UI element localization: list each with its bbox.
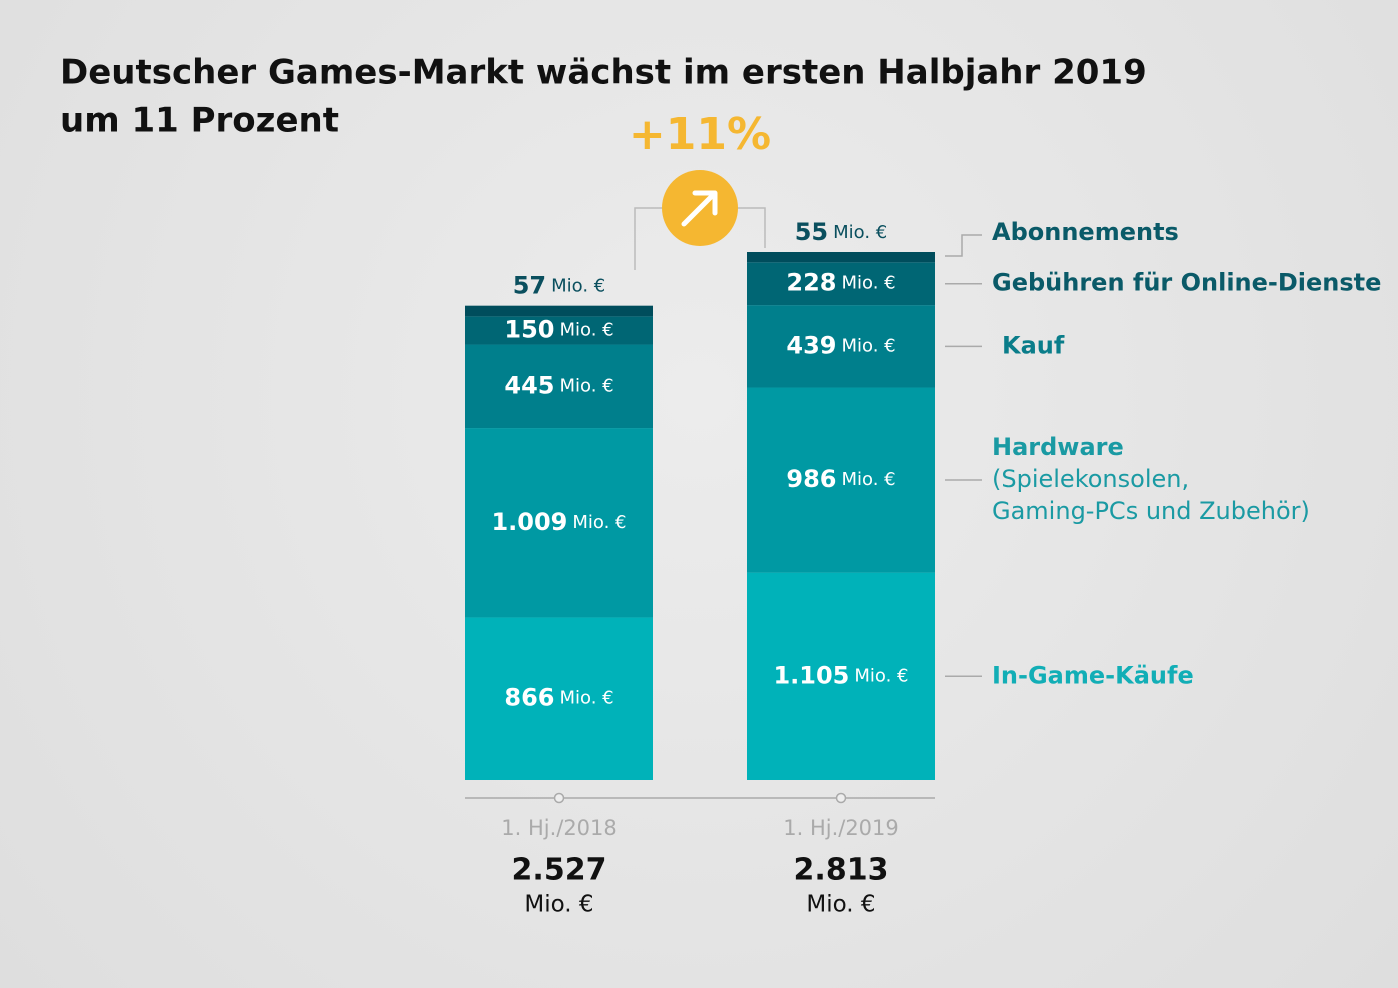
value-label: 150 Mio. € (504, 315, 613, 343)
value-unit: Mio. € (833, 222, 887, 243)
value-number: 445 (504, 371, 554, 399)
x-tick-label: 1. Hj./2018 (501, 816, 617, 840)
value-unit: Mio. € (841, 335, 895, 356)
bar-segment (747, 572, 935, 780)
axis-tick (553, 792, 565, 804)
value-unit: Mio. € (841, 273, 895, 294)
bar-segment (465, 305, 653, 317)
legend-label: Kauf (1002, 331, 1065, 359)
value-number: 866 (504, 684, 554, 712)
total-label: 2.813 (794, 853, 889, 888)
legend-connector (945, 234, 982, 257)
bar-segment (747, 252, 935, 263)
growth-arrow (681, 190, 718, 227)
legend-detail: Gaming-PCs und Zubehör) (992, 497, 1310, 525)
value-unit: Mio. € (841, 469, 895, 490)
chart-title: Deutscher Games-Markt wächst im ersten H… (60, 53, 1147, 93)
legend-label: Gebühren für Online-Dienste (992, 269, 1381, 297)
value-label: 439 Mio. € (786, 331, 895, 359)
chart-title: um 11 Prozent (60, 101, 339, 141)
total-label: 2.527 (512, 853, 607, 888)
legend-label: Abonnements (992, 218, 1179, 246)
value-number: 439 (786, 331, 836, 359)
growth-annotation: +11% (629, 109, 771, 160)
connector (738, 207, 766, 248)
bar-segment (747, 305, 935, 388)
value-label: 228 Mio. € (786, 269, 895, 297)
bar-segment (747, 387, 935, 573)
axis-tick (835, 792, 847, 804)
value-number: 150 (504, 315, 554, 343)
connector (634, 207, 662, 270)
total-unit: Mio. € (524, 892, 593, 918)
legend-label: In-Game-Käufe (992, 661, 1194, 689)
value-number: 1.009 (491, 508, 567, 536)
value-number: 57 (513, 272, 546, 300)
x-tick-label: 1. Hj./2019 (783, 816, 899, 840)
value-number: 55 (795, 218, 828, 246)
bar-segment (465, 617, 653, 780)
legend-detail: (Spielekonsolen, (992, 465, 1189, 493)
value-unit: Mio. € (854, 665, 908, 686)
value-label: 1.105 Mio. € (773, 661, 908, 689)
value-label: 1.009 Mio. € (491, 508, 626, 536)
value-number: 1.105 (773, 661, 849, 689)
bar-segment (465, 316, 653, 345)
total-unit: Mio. € (806, 892, 875, 918)
value-unit: Mio. € (559, 375, 613, 396)
bar-segment (465, 428, 653, 618)
value-label: 445 Mio. € (504, 371, 613, 399)
bar-segment (465, 344, 653, 429)
value-label: 57 Mio. € (513, 272, 606, 300)
legend-label: Hardware (992, 433, 1124, 461)
value-unit: Mio. € (572, 512, 626, 533)
bar-segment (747, 262, 935, 306)
value-unit: Mio. € (551, 276, 605, 297)
value-label: 866 Mio. € (504, 684, 613, 712)
value-number: 986 (786, 465, 836, 493)
value-label: 986 Mio. € (786, 465, 895, 493)
value-number: 228 (786, 269, 836, 297)
value-unit: Mio. € (559, 688, 613, 709)
value-unit: Mio. € (559, 319, 613, 340)
value-label: 55 Mio. € (795, 218, 888, 246)
